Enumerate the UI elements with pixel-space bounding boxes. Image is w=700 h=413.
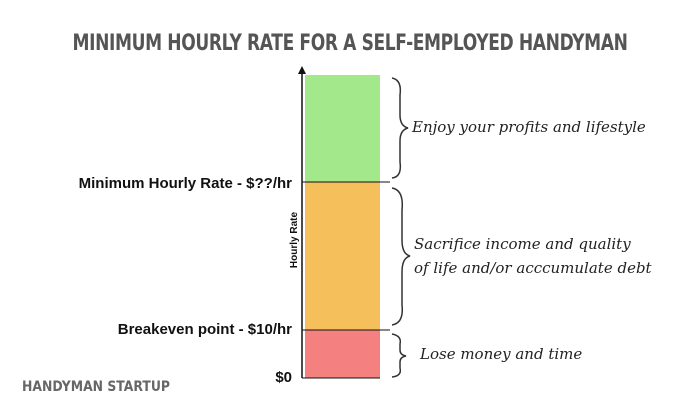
brace bbox=[391, 77, 409, 179]
title: MINIMUM HOURLY RATE FOR A SELF-EMPLOYED … bbox=[73, 31, 628, 56]
logo: HANDYMAN STARTUP bbox=[22, 379, 170, 395]
sacrifice-zone bbox=[305, 182, 380, 330]
zone-description: Lose money and time bbox=[419, 345, 582, 363]
axis-label: Hourly Rate bbox=[289, 212, 300, 269]
level-label: Minimum Hourly Rate - $??/hr bbox=[79, 175, 293, 192]
brace bbox=[391, 187, 411, 326]
zone-description: Enjoy your profits and lifestyle bbox=[411, 118, 646, 136]
zone-description: Sacrifice income and quality bbox=[414, 235, 631, 253]
level-label: Breakeven point - $10/hr bbox=[118, 321, 292, 338]
loss-zone bbox=[305, 330, 380, 378]
profit-zone bbox=[305, 75, 380, 182]
brace bbox=[391, 333, 407, 378]
axis-arrow bbox=[298, 66, 306, 74]
level-label: $0 bbox=[275, 369, 292, 386]
zone-description: of life and/or acccumulate debt bbox=[414, 259, 653, 277]
